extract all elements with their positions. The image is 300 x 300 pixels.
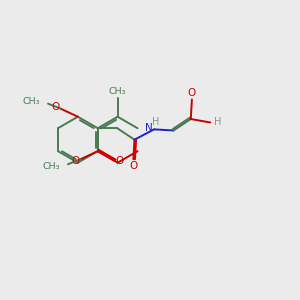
Text: O: O [52,102,60,112]
Text: H: H [152,117,159,127]
Text: O: O [129,161,137,171]
Text: H: H [214,118,221,128]
Text: N: N [146,123,153,133]
Text: CH₃: CH₃ [109,87,126,96]
Text: CH₃: CH₃ [22,97,40,106]
Text: O: O [116,156,124,166]
Text: CH₃: CH₃ [42,162,60,171]
Text: O: O [72,156,80,166]
Text: O: O [188,88,196,98]
